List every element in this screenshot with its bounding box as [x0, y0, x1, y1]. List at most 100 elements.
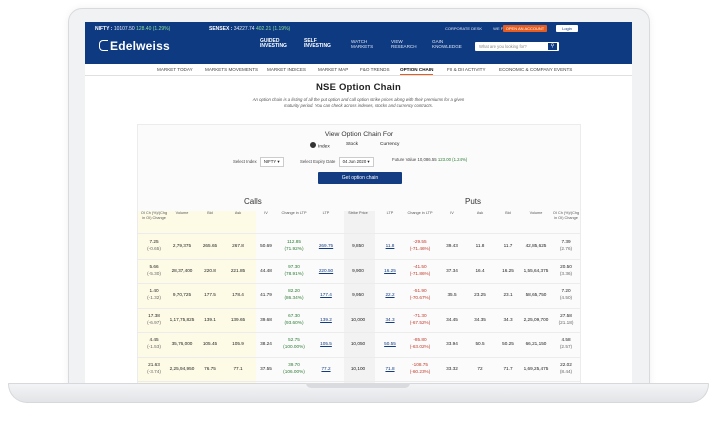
cell-c-oi-sub: (-3.74) [147, 368, 161, 374]
cell-c-iv: 39.68 [260, 316, 272, 322]
nifty-ticker: NIFTY : 10107.50 128.40 (1.29%) [95, 26, 170, 32]
nav-self-investing[interactable]: SELF INVESTING [304, 38, 331, 49]
search-icon[interactable]: ⚲ [548, 43, 557, 50]
calls-volume-header: Volume [175, 211, 189, 215]
row-divider [138, 356, 580, 358]
cell-c-ltp[interactable]: 77.2 [321, 365, 331, 371]
login-button[interactable]: Login [556, 25, 578, 32]
cell-p-chg-sub: (-71.86%) [409, 270, 431, 276]
cell-c-vol: 1,17,75,825 [169, 316, 195, 322]
cell-c-iv: 50.69 [260, 243, 272, 248]
cell-p-ltp[interactable]: 16.25 [384, 267, 396, 273]
cell-c-oi: 5.66 [149, 263, 159, 269]
get-option-chain-button[interactable]: Get option chain [318, 172, 402, 184]
cell-p-chg-sub: (-60.23%) [409, 368, 431, 374]
cell-strike: 10,100 [350, 365, 366, 371]
row-divider [138, 258, 580, 260]
puts-bid-header: Bid [505, 211, 511, 215]
search-box[interactable]: What are you looking for? ⚲ [475, 42, 559, 51]
expiry-select[interactable]: 04 Jun 2020 ▾ [338, 157, 374, 167]
subnav-market-indices[interactable]: MARKET INDICES [267, 67, 306, 72]
cell-p-iv: 35.5 [447, 292, 457, 297]
cell-c-ltp[interactable]: 269.75 [318, 243, 334, 248]
cell-p-iv: 34.45 [446, 316, 458, 322]
cell-c-ask: 221.85 [230, 267, 246, 273]
nav-view-research[interactable]: VIEW RESEARCH [391, 39, 417, 49]
nav-gain-knowledge[interactable]: GAIN KNOWLEDGE [432, 39, 462, 49]
cell-c-bid: 265.65 [202, 243, 218, 248]
cell-c-bid: 76.75 [204, 365, 216, 371]
calls-change-header: Change in LTP [281, 211, 307, 215]
cell-p-ltp[interactable]: 71.8 [385, 365, 395, 371]
cell-c-chg: 39.70 [288, 361, 300, 367]
cell-p-oi-sub: (4.50) [559, 295, 573, 300]
cell-c-ltp[interactable]: 220.50 [318, 267, 334, 273]
cell-c-ask: 77.1 [233, 365, 243, 371]
cell-c-ask: 139.65 [230, 316, 246, 322]
cell-p-bid: 50.25 [502, 341, 514, 346]
radio-currency[interactable]: Currency [380, 142, 400, 147]
sensex-value: 34227.74 [233, 26, 255, 32]
cell-c-oi-sub: (-5.30) [147, 270, 161, 276]
brand-logo[interactable]: Edelweiss [99, 39, 170, 53]
nav-watch-markets[interactable]: WATCH MARKETS [351, 39, 374, 49]
cell-p-ltp[interactable]: 22.2 [385, 292, 395, 297]
calls-itm-shading [138, 211, 256, 383]
strike-column-shading [344, 211, 375, 383]
cell-p-bid: 23.1 [503, 292, 513, 297]
calls-oi-header: OI Ch (%)/(Chg in OI) Change [140, 211, 168, 220]
cell-p-ltp[interactable]: 34.3 [385, 316, 395, 322]
cell-p-bid: 71.7 [503, 365, 513, 371]
cell-p-chg: -85.80 [413, 337, 427, 342]
cell-p-iv: 39.43 [446, 243, 458, 248]
subnav-market-map[interactable]: MARKET MAP [318, 67, 349, 72]
sensex-ticker: SENSEX : 34227.74 402.21 (1.19%) [209, 26, 290, 32]
cell-p-ltp[interactable]: 50.55 [384, 341, 396, 346]
puts-iv-header: IV [450, 211, 454, 215]
nav-guided-investing[interactable]: GUIDED INVESTING [260, 38, 287, 49]
future-value-change: 123.00 (1.24%) [437, 157, 468, 162]
row-divider [138, 332, 580, 333]
index-select[interactable]: NIFTY ▾ [259, 157, 284, 167]
cell-c-chg: 82.20 [288, 288, 300, 293]
subnav-option-chain[interactable]: OPTION CHAIN [400, 67, 434, 75]
panel-title: View Option Chain For [324, 131, 394, 138]
puts-volume-header: Volume [529, 211, 543, 215]
cell-c-oi: 4.45 [149, 337, 159, 342]
radio-stock[interactable]: Stock [346, 142, 358, 147]
future-value: Future Value 10,086.55 123.00 (1.24%) [392, 157, 467, 162]
cell-p-oi: 7.20 [561, 288, 571, 293]
subnav-market-today[interactable]: MARKET TODAY [157, 67, 193, 72]
row-divider [138, 381, 580, 382]
subnav-economic-events[interactable]: ECONOMIC & COMPANY EVENTS [499, 67, 573, 72]
cell-p-oi: 7.39 [561, 239, 571, 244]
cell-c-vol: 35,76,000 [171, 341, 193, 346]
sub-nav: MARKET TODAY MARKETS MOVEMENTS MARKET IN… [85, 64, 632, 76]
cell-c-bid: 139.1 [204, 316, 216, 322]
cell-c-ltp[interactable]: 177.4 [320, 292, 332, 297]
cell-p-ask: 34.35 [474, 316, 486, 322]
cell-c-iv: 44.48 [260, 267, 272, 273]
cell-c-oi: 21.63 [148, 361, 160, 367]
cell-strike: 9,950 [352, 292, 364, 297]
cell-c-ltp[interactable]: 105.5 [320, 341, 332, 346]
cell-c-chg: 52.75 [288, 337, 300, 342]
cell-p-ltp[interactable]: 11.8 [385, 243, 395, 248]
top-link-corporate[interactable]: CORPORATE DESK [445, 26, 483, 31]
cell-c-oi: 17.38 [148, 312, 160, 318]
open-account-button[interactable]: OPEN AN ACCOUNT [503, 25, 547, 32]
cell-strike: 10,000 [350, 316, 366, 322]
cell-p-iv: 33.94 [446, 341, 458, 346]
laptop-notch [306, 383, 410, 388]
subnav-fo-trends[interactable]: F&O TRENDS [360, 67, 390, 72]
cell-c-oi-sub: (-1.32) [147, 295, 161, 300]
cell-c-oi-sub: (-6.97) [147, 319, 161, 325]
cell-c-chg: 97.30 [288, 263, 300, 269]
cell-p-vol: 2,25,09,700 [523, 316, 549, 322]
page-intro: An option chain is a listing of all the … [252, 97, 465, 108]
cell-strike: 10,050 [350, 341, 366, 346]
subnav-markets-movements[interactable]: MARKETS MOVEMENTS [205, 67, 259, 72]
cell-c-ltp[interactable]: 139.2 [320, 316, 332, 322]
subnav-fii-dii-activity[interactable]: FII & DII ACTIVITY [447, 67, 486, 72]
radio-index[interactable]: Index [310, 142, 330, 150]
